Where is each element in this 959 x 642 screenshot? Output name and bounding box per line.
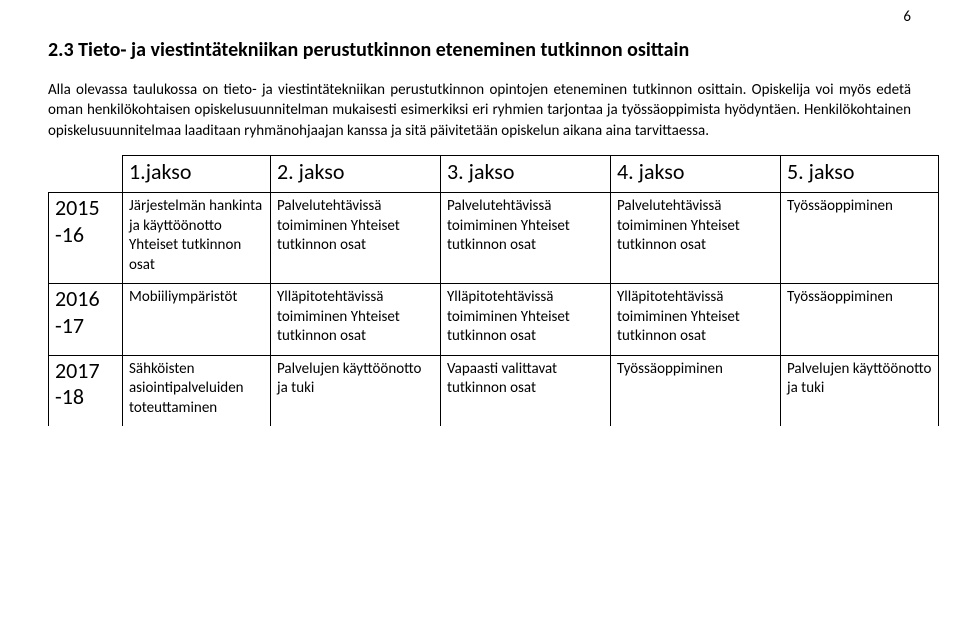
data-cell: Ylläpitotehtävissä toimiminen Yhteiset t…	[611, 284, 781, 356]
col-header: 1.jakso	[123, 155, 271, 193]
year-cell: 2015 -16	[49, 193, 123, 284]
col-header: 2. jakso	[271, 155, 441, 193]
data-cell: Vapaasti valittavat tutkinnon osat	[441, 355, 611, 426]
table-corner-cell	[49, 155, 123, 193]
data-cell: Palvelutehtävissä toimiminen Yhteiset tu…	[441, 193, 611, 284]
data-cell: Palvelutehtävissä toimiminen Yhteiset tu…	[271, 193, 441, 284]
col-header: 3. jakso	[441, 155, 611, 193]
data-cell: Työssäoppiminen	[611, 355, 781, 426]
data-cell: Palvelujen käyttöönotto ja tuki	[781, 355, 939, 426]
table-row: 2017 -18 Sähköisten asiointipalveluiden …	[49, 355, 939, 426]
body-paragraph: Alla olevassa taulukossa on tieto- ja vi…	[48, 80, 911, 141]
col-header: 5. jakso	[781, 155, 939, 193]
data-cell: Palvelujen käyttöönotto ja tuki	[271, 355, 441, 426]
data-cell: Työssäoppiminen	[781, 193, 939, 284]
table-header-row: 1.jakso 2. jakso 3. jakso 4. jakso 5. ja…	[49, 155, 939, 193]
study-plan-table: 1.jakso 2. jakso 3. jakso 4. jakso 5. ja…	[48, 155, 939, 427]
col-header: 4. jakso	[611, 155, 781, 193]
data-cell: Palvelutehtävissä toimiminen Yhteiset tu…	[611, 193, 781, 284]
year-cell: 2016 -17	[49, 284, 123, 356]
year-cell: 2017 -18	[49, 355, 123, 426]
data-cell: Sähköisten asiointipalveluiden toteuttam…	[123, 355, 271, 426]
data-cell: Ylläpitotehtävissä toimiminen Yhteiset t…	[441, 284, 611, 356]
data-cell: Työssäoppiminen	[781, 284, 939, 356]
page-number: 6	[903, 8, 911, 26]
data-cell: Ylläpitotehtävissä toimiminen Yhteiset t…	[271, 284, 441, 356]
table-row: 2016 -17 Mobiiliympäristöt Ylläpitotehtä…	[49, 284, 939, 356]
data-cell: Järjestelmän hankinta ja käyttöönotto Yh…	[123, 193, 271, 284]
data-cell: Mobiiliympäristöt	[123, 284, 271, 356]
section-heading: 2.3 Tieto- ja viestintätekniikan perustu…	[48, 38, 911, 62]
table-row: 2015 -16 Järjestelmän hankinta ja käyttö…	[49, 193, 939, 284]
document-page: 6 2.3 Tieto- ja viestintätekniikan perus…	[0, 0, 959, 642]
